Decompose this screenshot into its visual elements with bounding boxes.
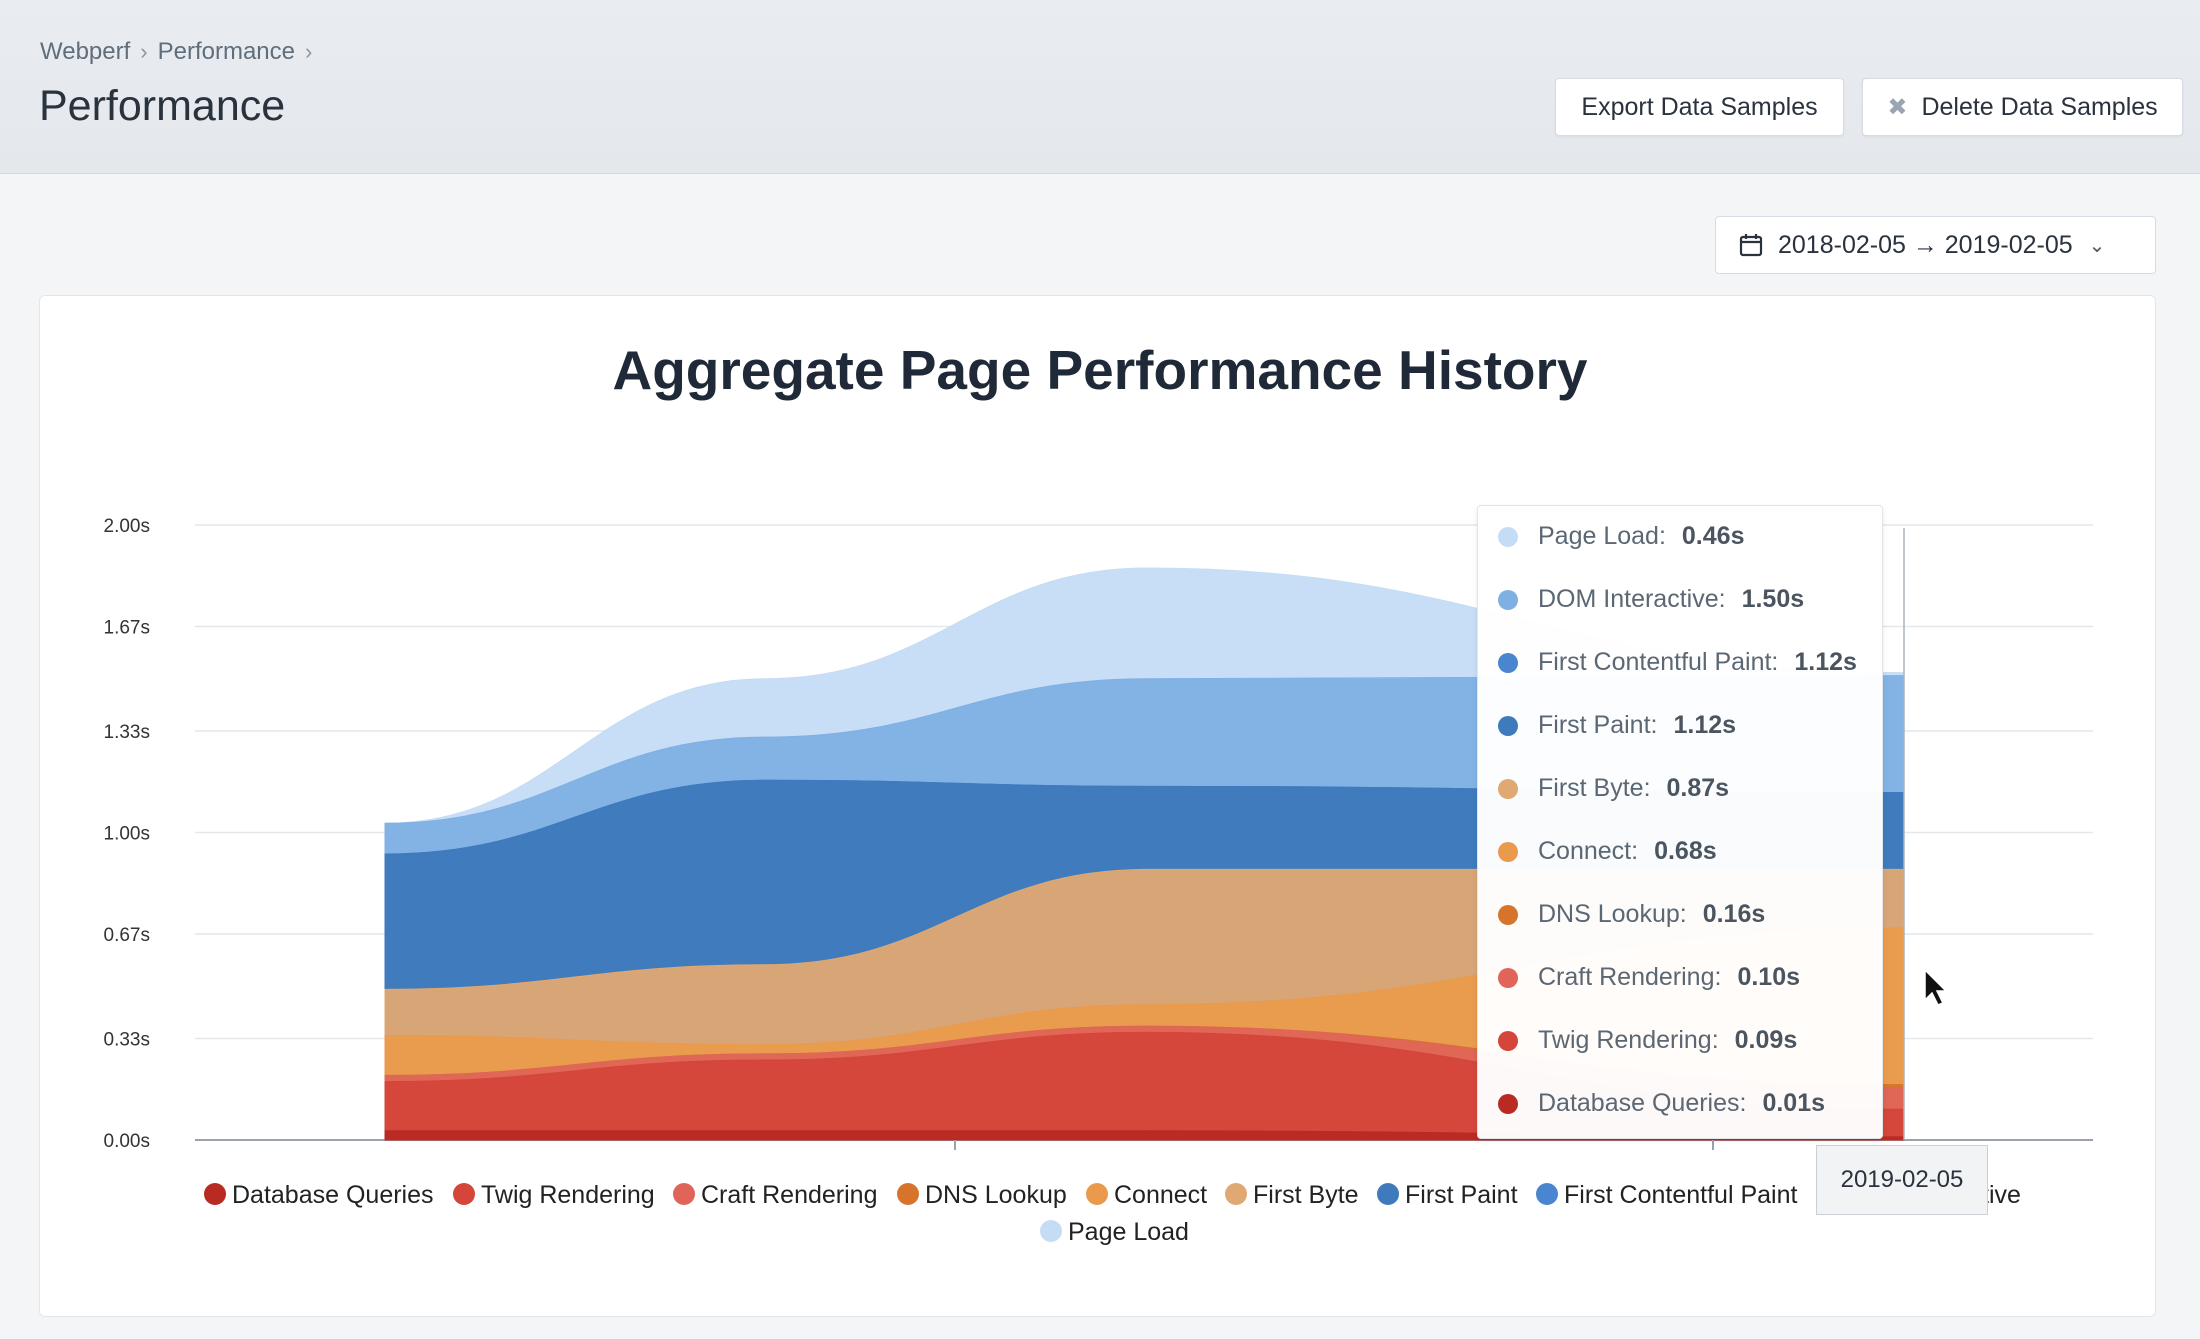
tooltip-dot <box>1498 715 1518 736</box>
tooltip-value: 0.46s <box>1681 522 1745 550</box>
tooltip-dot <box>1498 904 1518 925</box>
legend-label: Craft Rendering <box>701 1181 877 1209</box>
tooltip-label: Page Load: <box>1538 522 1666 550</box>
legend-label: DNS Lookup <box>925 1181 1067 1209</box>
tooltip-label: DNS Lookup: <box>1538 900 1687 928</box>
legend-dot <box>453 1183 475 1205</box>
tooltip-value: 1.50s <box>1741 585 1805 613</box>
breadcrumb: Webperf › Performance › <box>40 38 322 66</box>
tooltip-dot <box>1498 1093 1518 1114</box>
tooltip-dot <box>1498 652 1518 673</box>
chart-legend: Database Queries Twig Rendering Craft Rend… <box>204 1181 2021 1246</box>
tooltip-row-first-contentful-paint: First Contentful Paint: 1.12s <box>1498 648 1857 677</box>
legend-item-first-byte: First Byte <box>1225 1181 1359 1209</box>
date-range-label: 2018-02-05 → 2019-02-05 <box>1778 230 2073 259</box>
date-range-picker[interactable]: 2018-02-05 → 2019-02-05 ⌄ <box>1715 216 2156 274</box>
tooltip-label: First Paint: <box>1538 711 1658 739</box>
breadcrumb-separator: › <box>305 39 313 64</box>
page-title: Performance <box>39 82 286 130</box>
chevron-down-icon: ⌄ <box>2088 234 2106 257</box>
y-tick-label: 1.00s <box>104 824 150 845</box>
legend-label: Connect <box>1114 1181 1207 1209</box>
chart-axis <box>954 528 1905 1150</box>
y-tick-label: 1.67s <box>104 617 150 638</box>
tooltip-label: Database Queries: <box>1538 1089 1747 1117</box>
y-tick-label: 0.67s <box>104 925 150 946</box>
legend-item-first-contentful-paint: First Contentful Paint <box>1536 1181 1797 1209</box>
export-data-samples-button[interactable]: Export Data Samples <box>1555 78 1844 136</box>
tooltip-row-first-paint: First Paint: 1.12s <box>1498 711 1736 740</box>
tooltip-row-connect: Connect: 0.68s <box>1498 837 1717 866</box>
tooltip-value: 1.12s <box>1673 711 1737 739</box>
legend-label: First Byte <box>1253 1181 1359 1209</box>
legend-item-dns-lookup: DNS Lookup <box>897 1181 1067 1209</box>
tooltip-label: Connect: <box>1538 837 1639 865</box>
legend-dot <box>1536 1183 1558 1205</box>
tooltip-label: Craft Rendering: <box>1538 963 1722 991</box>
delete-data-samples-button[interactable]: ✖ Delete Data Samples <box>1862 78 2183 136</box>
legend-item-database-queries: Database Queries <box>204 1181 434 1209</box>
legend-item-dom-interactive: tive <box>1982 1181 2021 1209</box>
x-axis-hover-date: 2019-02-05 <box>1816 1145 1988 1215</box>
y-tick-label: 0.00s <box>104 1131 150 1152</box>
legend-label: tive <box>1982 1181 2021 1209</box>
legend-item-craft-rendering: Craft Rendering <box>673 1181 877 1209</box>
delete-button-label: Delete Data Samples <box>1921 92 2158 121</box>
legend-label: Page Load <box>1068 1218 1189 1246</box>
tooltip-row-first-byte: First Byte: 0.87s <box>1498 774 1729 803</box>
tooltip-dot <box>1498 589 1518 610</box>
legend-dot <box>204 1183 226 1205</box>
tooltip-row-dom-interactive: DOM Interactive: 1.50s <box>1498 585 1804 614</box>
legend-label: First Paint <box>1405 1181 1518 1209</box>
legend-item-page-load: Page Load <box>1040 1218 1189 1246</box>
legend-item-twig-rendering: Twig Rendering <box>453 1181 655 1209</box>
tooltip-dot <box>1498 841 1518 862</box>
y-tick-label: 2.00s <box>104 516 150 537</box>
tooltip-value: 0.68s <box>1654 837 1717 865</box>
tooltip-dot <box>1498 1030 1518 1051</box>
tooltip-row-dns-lookup: DNS Lookup: 0.16s <box>1498 900 1765 929</box>
legend-item-connect: Connect <box>1086 1181 1207 1209</box>
legend-label: Twig Rendering <box>481 1181 655 1209</box>
tooltip-row-database-queries: Database Queries: 0.01s <box>1498 1089 1825 1118</box>
chart-title: Aggregate Page Performance History <box>612 339 1588 401</box>
tooltip-dot <box>1498 526 1518 547</box>
tooltip-row-twig-rendering: Twig Rendering: 0.09s <box>1498 1026 1797 1055</box>
tooltip-row-craft-rendering: Craft Rendering: 0.10s <box>1498 963 1800 992</box>
tooltip-value: 0.09s <box>1734 1026 1798 1054</box>
tooltip-label: First Contentful Paint: <box>1538 648 1779 676</box>
tooltip-value: 0.10s <box>1737 963 1800 991</box>
tooltip-label: DOM Interactive: <box>1538 585 1726 613</box>
tooltip-label: First Byte: <box>1538 774 1651 802</box>
mouse-cursor-icon <box>1924 968 1948 1006</box>
tooltip-value: 1.12s <box>1794 648 1857 676</box>
legend-dot <box>1086 1183 1108 1205</box>
legend-dot <box>1377 1183 1399 1205</box>
chart-tooltip: Page Load: 0.46s DOM Interactive: 1.50s Firs… <box>1477 505 1883 1139</box>
breadcrumb-item-performance[interactable]: Performance <box>157 38 295 65</box>
legend-label: First Contentful Paint <box>1564 1181 1797 1209</box>
y-tick-label: 1.33s <box>104 722 150 743</box>
tooltip-label: Twig Rendering: <box>1538 1026 1719 1054</box>
tooltip-row-page-load: Page Load: 0.46s <box>1498 522 1744 551</box>
legend-dot <box>673 1183 695 1205</box>
close-icon: ✖ <box>1887 93 1908 121</box>
legend-label: Database Queries <box>232 1181 434 1209</box>
legend-dot <box>1225 1183 1247 1205</box>
legend-dot <box>897 1183 919 1205</box>
export-button-label: Export Data Samples <box>1581 92 1818 121</box>
tooltip-dot <box>1498 778 1518 799</box>
tooltip-value: 0.16s <box>1702 900 1766 928</box>
legend-dot <box>1040 1220 1062 1242</box>
tooltip-dot <box>1498 967 1518 988</box>
breadcrumb-item-webperf[interactable]: Webperf <box>40 38 131 65</box>
legend-item-first-paint: First Paint <box>1377 1181 1518 1209</box>
calendar-icon <box>1739 234 1763 257</box>
page-header: Webperf › Performance › Performance Expo… <box>0 0 2200 174</box>
breadcrumb-separator: › <box>140 39 148 64</box>
y-tick-label: 0.33s <box>104 1030 150 1051</box>
tooltip-value: 0.01s <box>1762 1089 1826 1117</box>
tooltip-value: 0.87s <box>1666 774 1730 802</box>
